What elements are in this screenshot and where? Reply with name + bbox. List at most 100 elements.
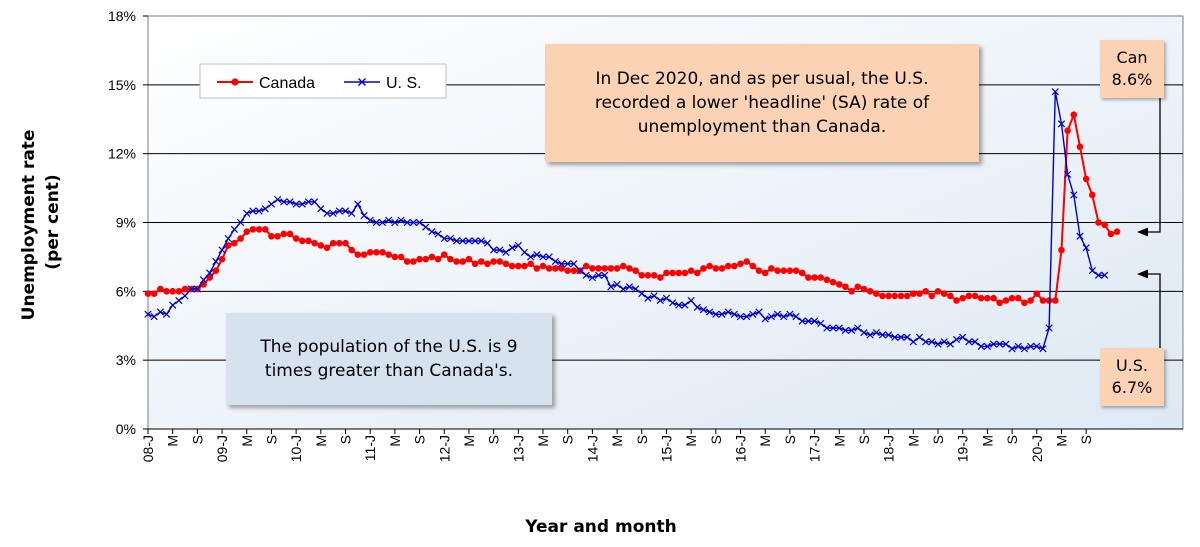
canada-point — [1058, 246, 1065, 254]
canada-point — [224, 242, 232, 249]
us-point — [446, 234, 455, 243]
us-point — [1026, 342, 1035, 351]
canada-point — [805, 274, 812, 281]
us-point — [915, 333, 924, 341]
canada-point — [811, 274, 818, 281]
canada-point — [231, 239, 238, 247]
canada-point — [255, 226, 263, 233]
us-point — [150, 312, 158, 321]
us-point — [341, 207, 350, 215]
us-point — [829, 324, 837, 332]
annotation-bottom-text: The population of the U.S. is 9 times gr… — [260, 337, 518, 381]
us-point — [613, 280, 621, 289]
us-point — [872, 329, 880, 337]
canada-point — [144, 290, 152, 297]
us-point — [878, 331, 887, 339]
canada-point — [545, 265, 553, 272]
canada-point — [638, 271, 646, 279]
us-point — [1033, 342, 1041, 351]
canada-point — [169, 288, 176, 295]
canada-point — [533, 265, 541, 272]
x-tick-label: 14-J — [584, 435, 600, 462]
canada-point — [422, 255, 430, 263]
us-point — [181, 292, 189, 300]
canada-point — [1002, 297, 1010, 304]
us-point — [385, 216, 393, 224]
x-tick-label: M — [313, 435, 329, 447]
canada-point — [761, 269, 769, 277]
canada-point — [317, 242, 325, 249]
us-point — [854, 324, 862, 332]
x-tick-label: M — [239, 435, 255, 447]
us-point — [459, 237, 467, 245]
canada-point — [515, 262, 522, 270]
x-tick-label: 16-J — [733, 435, 749, 462]
x-tick-label: 15-J — [658, 435, 674, 462]
us-point — [1020, 345, 1029, 353]
x-tick-label: S — [1078, 435, 1094, 444]
canada-point — [329, 239, 337, 247]
legend-box — [199, 63, 447, 99]
us-point — [644, 294, 652, 302]
us-point — [1039, 345, 1047, 353]
canada-point — [965, 292, 973, 300]
us-point — [267, 200, 276, 208]
y-tick-label: 9% — [116, 215, 136, 231]
us-point — [360, 211, 368, 220]
canada-point — [163, 288, 170, 295]
us-point — [1008, 345, 1016, 353]
canada-point — [817, 274, 825, 281]
can-arrow-line — [1147, 98, 1161, 233]
us-point — [668, 299, 677, 307]
us-point — [847, 326, 856, 334]
us-point — [527, 253, 535, 261]
us-point — [761, 315, 769, 323]
canada-point — [1033, 290, 1041, 297]
x-tick-label: S — [708, 435, 724, 444]
x-tick-label: 19-J — [955, 435, 971, 462]
us-point — [804, 317, 813, 325]
y-tick-label: 0% — [116, 421, 136, 437]
canada-point — [477, 258, 485, 265]
us-point — [909, 338, 917, 346]
us-point — [835, 324, 843, 332]
us-point — [959, 333, 967, 341]
us-point — [675, 301, 683, 309]
x-tick-label: 09-J — [214, 435, 230, 462]
us-point — [304, 198, 313, 206]
canada-point — [403, 258, 411, 265]
x-tick-label: M — [461, 435, 477, 447]
canada-point — [731, 262, 738, 270]
legend-canada-label: Canada — [259, 75, 315, 92]
us-point — [576, 267, 584, 275]
us-point — [391, 218, 399, 227]
canada-point — [607, 265, 615, 272]
canada-point — [286, 230, 294, 238]
y-tick-label: 18% — [108, 8, 136, 24]
x-axis-ticks: 08-J M S 09-J M S 10-J M S 11-J M S 12-J M S 13-J M S 14-J… — [140, 428, 1183, 462]
us-point — [952, 335, 961, 344]
canada-point — [669, 269, 676, 277]
canada-point — [848, 288, 855, 295]
x-tick-label: M — [979, 435, 995, 447]
canada-point — [434, 255, 442, 263]
canada-point — [589, 265, 596, 272]
canada-point — [1089, 191, 1096, 199]
us-point — [736, 312, 745, 321]
us-point — [638, 290, 646, 298]
canada-point — [298, 237, 306, 245]
canada-point — [471, 260, 479, 268]
us-point — [681, 301, 689, 309]
canada-point — [675, 269, 683, 277]
canada-point — [268, 232, 275, 240]
canada-point — [947, 292, 954, 300]
canada-point — [829, 278, 837, 286]
canada-point — [903, 292, 911, 300]
us-point — [292, 200, 300, 208]
canada-point — [274, 232, 281, 240]
canada-point — [798, 269, 806, 277]
canada-point — [243, 228, 251, 235]
canada-point — [558, 265, 565, 272]
us-point — [311, 198, 319, 206]
canada-point — [582, 262, 590, 270]
